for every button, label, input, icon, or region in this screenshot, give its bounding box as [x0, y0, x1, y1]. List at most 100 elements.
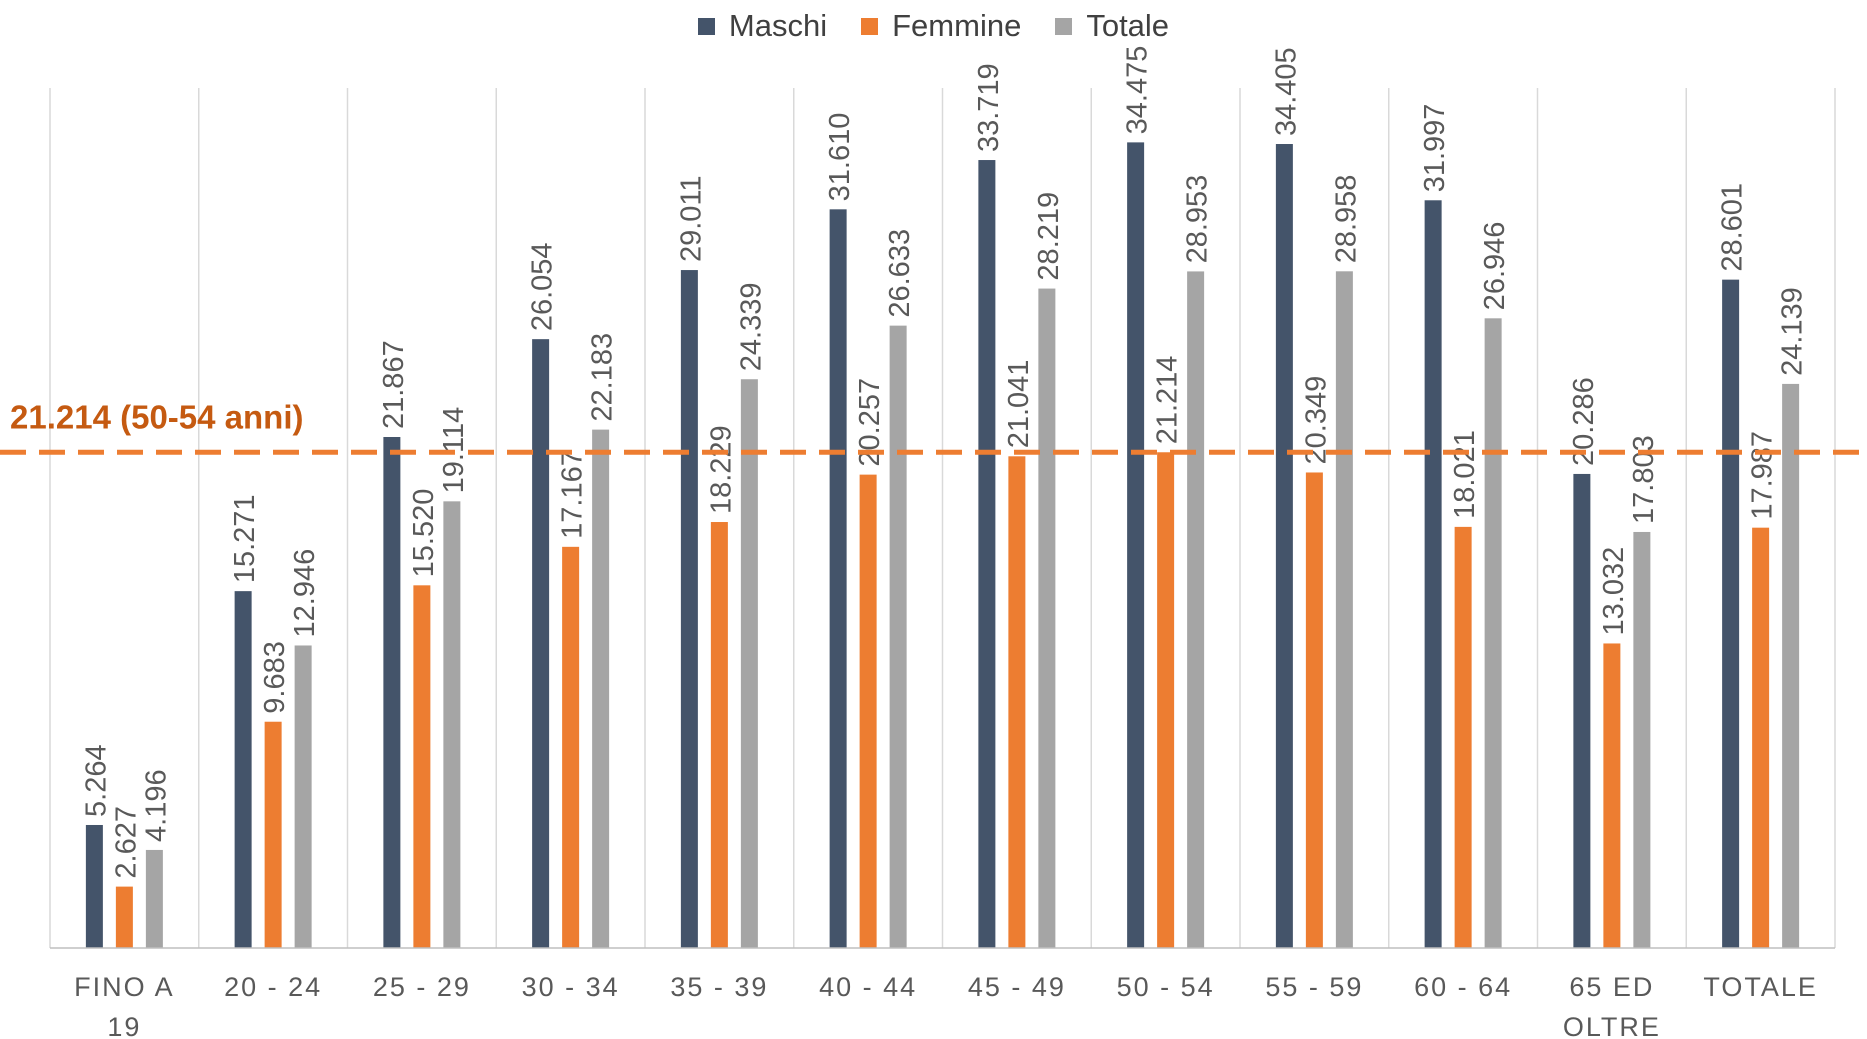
bar-totale — [740, 379, 758, 949]
bar-femmine — [1008, 456, 1026, 948]
bar-totale — [1633, 531, 1651, 948]
gridlines — [49, 88, 1836, 948]
data-label-maschi: 34.475 — [1122, 46, 1154, 135]
bar-femmine — [264, 721, 282, 948]
bar-totale — [145, 849, 163, 948]
data-label-totale: 28.958 — [1330, 175, 1362, 264]
bar-maschi — [1573, 473, 1591, 948]
x-tick-label: 65 ED — [1569, 972, 1654, 1002]
data-label-femmine: 20.349 — [1300, 376, 1332, 465]
reference-line-group: 21.214 (50-54 anni) — [0, 398, 1867, 455]
bar-femmine — [413, 585, 431, 948]
data-label-totale: 24.339 — [735, 283, 767, 372]
x-axis: FINO A 19 20 - 24 25 - 29 30 - 34 35 - 39 40 -… — [50, 947, 1835, 1039]
x-tick-label: FINO A — [74, 972, 175, 1002]
data-label-totale: 26.946 — [1479, 222, 1511, 311]
data-label-femmine: 9.683 — [259, 641, 291, 714]
bar-totale — [1335, 271, 1353, 949]
data-label-femmine: 18.229 — [705, 425, 737, 514]
bar-maschi — [234, 591, 252, 948]
bar-femmine — [115, 886, 133, 948]
data-label-totale: 4.196 — [140, 769, 172, 842]
legend-swatch-totale — [1055, 17, 1073, 35]
data-label-totale: 12.946 — [289, 549, 321, 638]
data-label-maschi: 15.271 — [229, 494, 261, 583]
data-label-maschi: 31.997 — [1419, 104, 1451, 193]
x-tick-label: 19 — [107, 1012, 141, 1039]
data-label-maschi: 33.719 — [973, 63, 1005, 152]
x-tick-label: 50 - 54 — [1117, 972, 1215, 1002]
data-label-maschi: 28.601 — [1717, 183, 1749, 272]
x-tick-label: 40 - 44 — [819, 972, 917, 1002]
data-label-totale: 26.633 — [884, 229, 916, 318]
x-tick-label: TOTALE — [1703, 972, 1818, 1002]
reference-line-label: 21.214 (50-54 anni) — [10, 398, 304, 435]
data-label-totale: 17.803 — [1628, 435, 1660, 524]
bar-maschi — [383, 437, 401, 948]
bar-femmine — [1157, 452, 1175, 948]
data-label-maschi: 21.867 — [378, 340, 410, 429]
bar-totale — [889, 325, 907, 948]
bar-femmine — [1305, 472, 1323, 948]
bar-femmine — [710, 522, 728, 948]
bar-maschi — [680, 270, 698, 949]
data-label-maschi: 5.264 — [80, 744, 112, 817]
x-tick-label: 25 - 29 — [373, 972, 471, 1002]
data-label-maschi: 31.610 — [824, 113, 856, 202]
bar-maschi — [829, 209, 847, 948]
x-tick-label: OLTRE — [1563, 1012, 1661, 1039]
bar-totale — [294, 645, 312, 948]
bar-maschi — [1722, 279, 1740, 949]
data-label-totale: 24.139 — [1777, 287, 1809, 376]
x-tick-label: 30 - 34 — [522, 972, 620, 1002]
legend: Maschi Femmine Totale — [0, 8, 1867, 44]
bar-maschi — [85, 824, 103, 948]
bar-femmine — [562, 546, 580, 948]
bar-maschi — [1424, 200, 1442, 948]
data-label-femmine: 21.214 — [1152, 356, 1184, 445]
legend-item-totale: Totale — [1055, 8, 1169, 44]
data-label-totale: 22.183 — [587, 333, 619, 422]
data-label-femmine: 21.041 — [1003, 360, 1035, 449]
bar-maschi — [978, 160, 996, 948]
x-tick-label: 55 - 59 — [1265, 972, 1363, 1002]
data-label-maschi: 34.405 — [1270, 47, 1302, 136]
bar-femmine — [859, 474, 877, 948]
bar-totale — [443, 501, 461, 948]
data-label-femmine: 17.987 — [1747, 431, 1779, 520]
bar-femmine — [1603, 643, 1621, 948]
x-tick-label: 45 - 49 — [968, 972, 1066, 1002]
legend-item-femmine: Femmine — [861, 8, 1021, 44]
legend-swatch-maschi — [697, 17, 715, 35]
data-label-maschi: 29.011 — [675, 176, 707, 263]
bar-totale — [592, 429, 610, 949]
data-label-femmine: 15.520 — [408, 489, 440, 578]
legend-label-femmine: Femmine — [892, 8, 1022, 43]
bar-totale — [1484, 318, 1502, 948]
x-tick-label: 35 - 39 — [670, 972, 768, 1002]
bars — [85, 142, 1800, 949]
legend-label-maschi: Maschi — [728, 8, 828, 43]
legend-swatch-femmine — [861, 17, 879, 35]
data-label-femmine: 17.167 — [557, 450, 589, 539]
data-label-totale: 28.219 — [1033, 192, 1065, 281]
data-label-maschi: 26.054 — [527, 242, 559, 331]
bar-femmine — [1454, 526, 1472, 948]
x-tick-label: 20 - 24 — [224, 972, 322, 1002]
data-label-totale: 28.953 — [1182, 175, 1214, 264]
data-label-femmine: 18.021 — [1449, 430, 1481, 519]
legend-item-maschi: Maschi — [697, 8, 828, 44]
bar-totale — [1187, 271, 1205, 949]
bar-totale — [1038, 288, 1056, 948]
x-tick-label: 60 - 64 — [1414, 972, 1512, 1002]
legend-label-totale: Totale — [1086, 8, 1170, 43]
bar-maschi — [532, 339, 550, 948]
bar-maschi — [1275, 144, 1293, 949]
data-label-femmine: 2.627 — [110, 806, 142, 879]
bar-maschi — [1127, 142, 1145, 949]
data-label-femmine: 13.032 — [1598, 547, 1630, 636]
bar-totale — [1782, 383, 1800, 949]
bar-femmine — [1752, 527, 1770, 948]
